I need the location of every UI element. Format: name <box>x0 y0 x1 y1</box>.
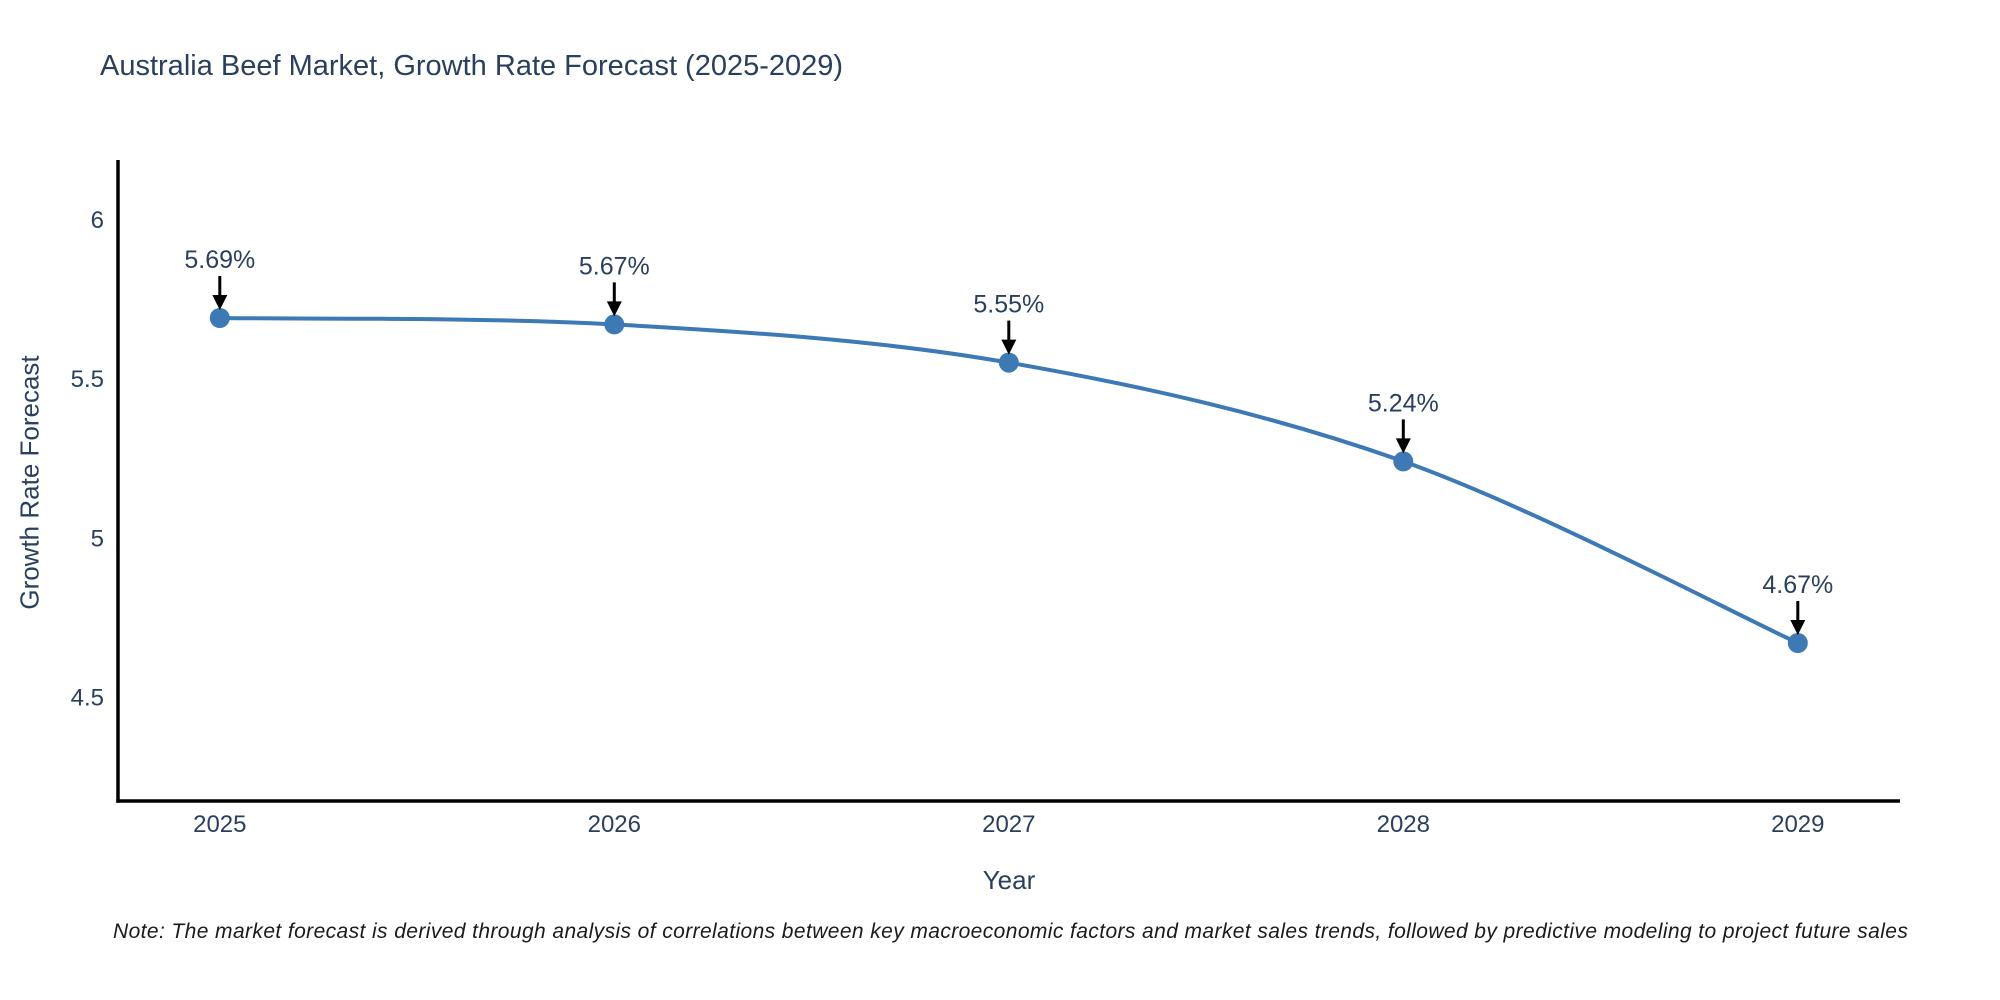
y-tick-label: 6 <box>91 207 104 234</box>
x-tick-label: 2025 <box>193 811 246 838</box>
footnote: Note: The market forecast is derived thr… <box>113 920 1909 943</box>
annotation-label: 5.67% <box>579 252 650 280</box>
annotation-label: 5.69% <box>184 246 255 274</box>
annotation-label: 4.67% <box>1762 571 1833 599</box>
chart-title: Australia Beef Market, Growth Rate Forec… <box>100 50 844 82</box>
data-point-marker[interactable] <box>604 314 625 335</box>
x-tick-label: 2028 <box>1377 811 1430 838</box>
data-point-marker[interactable] <box>1393 451 1414 472</box>
x-tick-label: 2029 <box>1771 811 1824 838</box>
annotation-arrow-head <box>1001 339 1017 355</box>
y-tick-label: 4.5 <box>71 685 104 712</box>
x-axis-title: Year <box>982 865 1036 895</box>
data-point-marker[interactable] <box>1787 633 1808 653</box>
y-tick-label: 5 <box>91 525 104 552</box>
annotation-label: 5.24% <box>1368 389 1439 417</box>
x-tick-label: 2027 <box>982 811 1035 838</box>
y-axis-title: Growth Rate Forecast <box>14 355 45 610</box>
annotation-label: 5.55% <box>973 291 1044 319</box>
annotation-arrow-head <box>1790 620 1806 635</box>
annotation-arrow-head <box>1395 438 1411 454</box>
data-point-marker[interactable] <box>998 352 1019 373</box>
annotation-arrow-head <box>212 295 228 310</box>
annotation-arrow-head <box>606 301 622 317</box>
y-tick-label: 5.5 <box>71 366 104 393</box>
x-tick-label: 2026 <box>588 811 641 838</box>
data-point-marker[interactable] <box>209 308 230 328</box>
